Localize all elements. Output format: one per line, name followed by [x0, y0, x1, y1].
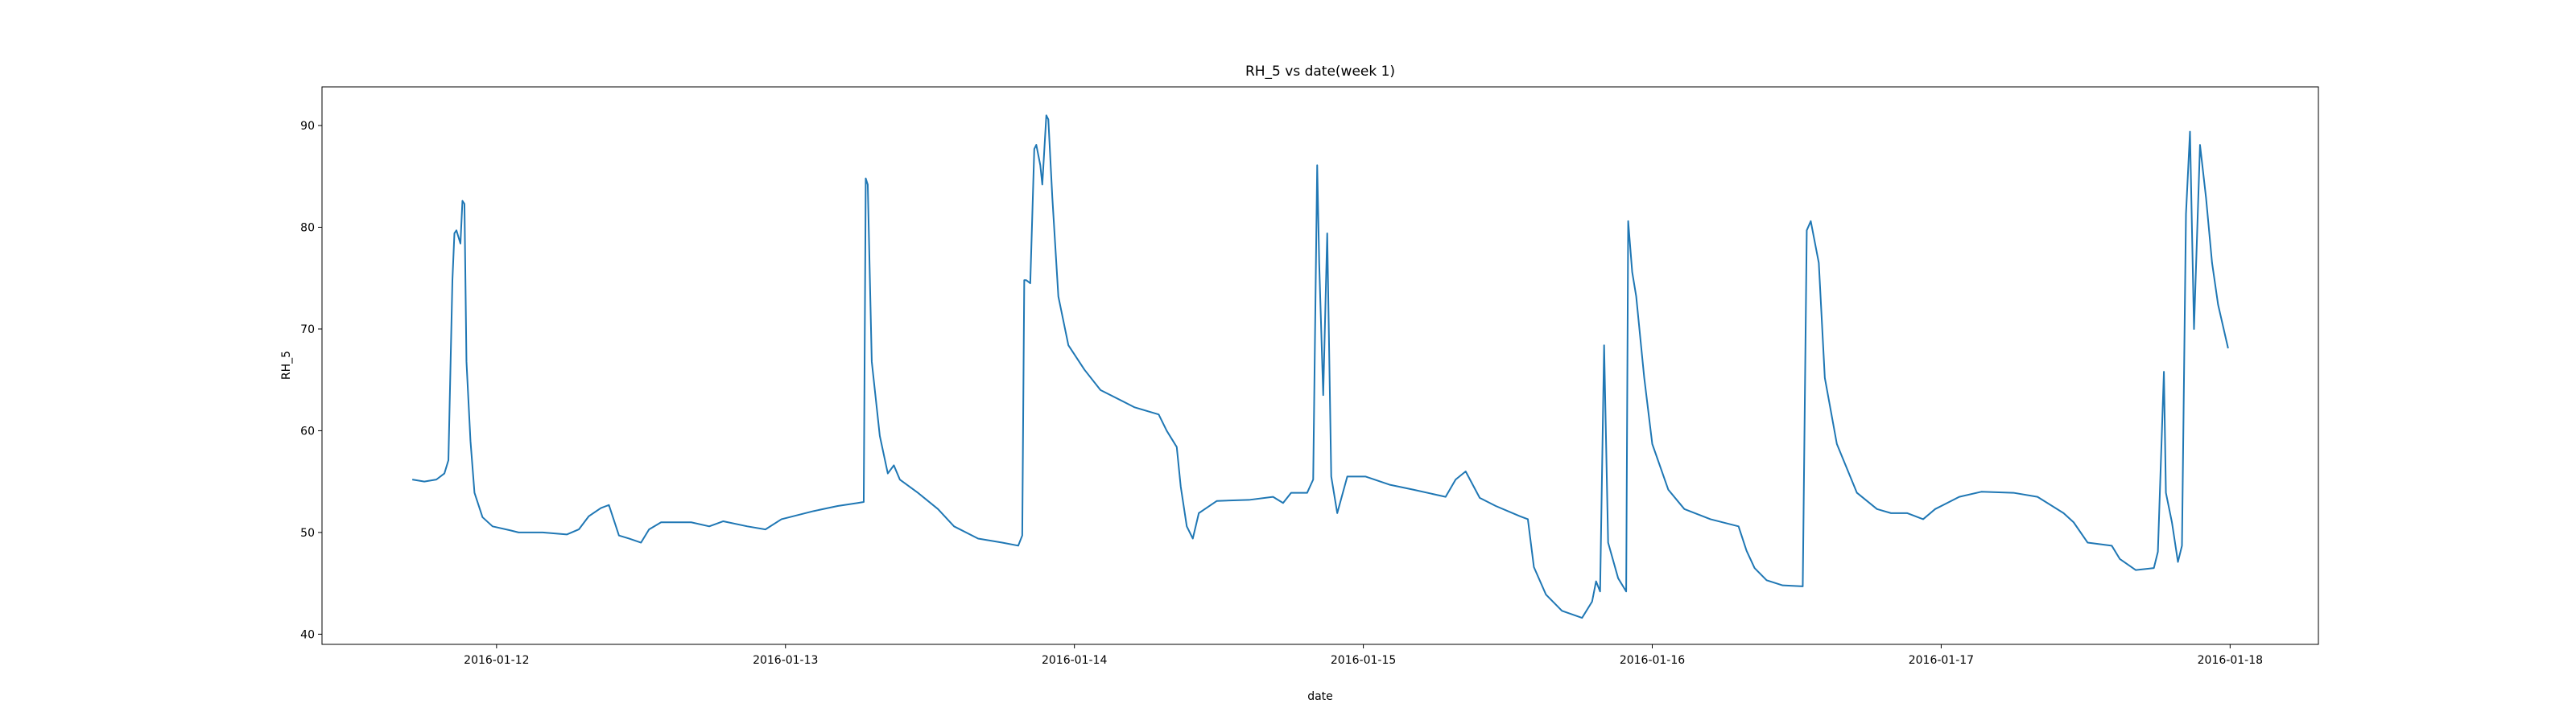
- x-tick-label: 2016-01-18: [2198, 654, 2263, 667]
- y-tick-label: 50: [300, 527, 315, 540]
- y-tick-label: 70: [300, 323, 315, 336]
- data-line: [411, 114, 2229, 619]
- chart-title: RH_5 vs date(week 1): [1245, 64, 1395, 80]
- x-tick-label: 2016-01-13: [753, 654, 818, 667]
- x-tick-label: 2016-01-12: [464, 654, 529, 667]
- y-tick-label: 40: [300, 628, 315, 641]
- axes-frame: [321, 86, 2319, 645]
- x-tick-label: 2016-01-17: [1909, 654, 1974, 667]
- x-tick-label: 2016-01-15: [1331, 654, 1396, 667]
- y-tick-label: 60: [300, 425, 315, 438]
- y-tick-label: 80: [300, 222, 315, 235]
- x-axis-label: date: [1307, 690, 1333, 703]
- y-tick-label: 90: [300, 120, 315, 133]
- x-tick-label: 2016-01-16: [1620, 654, 1685, 667]
- y-axis-label: RH_5: [280, 351, 293, 380]
- x-tick-label: 2016-01-14: [1042, 654, 1107, 667]
